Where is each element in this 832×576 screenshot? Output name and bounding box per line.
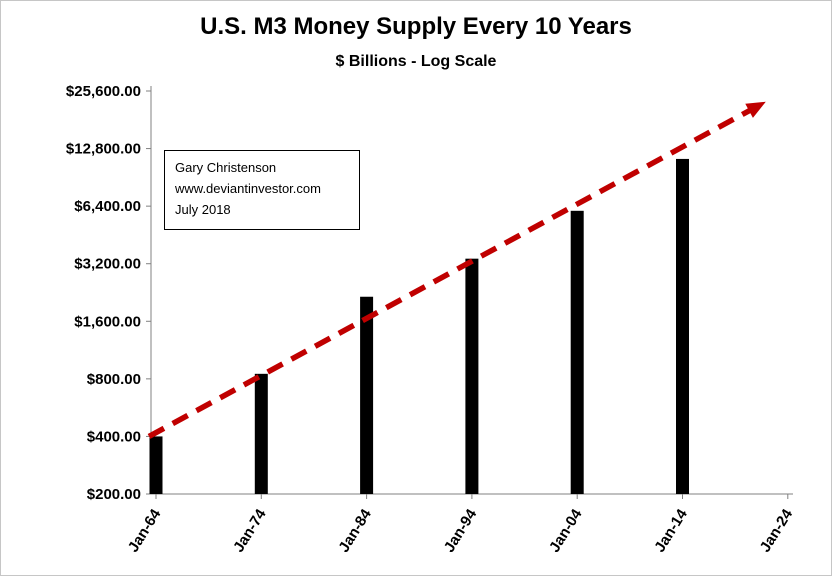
y-axis-tick-label: $25,600.00 [66,83,141,100]
bar-Jan-14 [676,158,689,494]
y-axis-tick-label: $1,600.00 [74,313,141,330]
y-axis-tick-label: $200.00 [87,486,141,503]
chart-subtitle: $ Billions - Log Scale [335,53,497,70]
x-axis-tick-label: Jan-64 [125,506,165,556]
bar-Jan-64 [149,436,163,494]
annotation-author: Gary Christenson [175,160,277,175]
annotation-box: Gary Christenson www.deviantinvestor.com… [164,150,360,231]
bar-Jan-94 [465,258,479,494]
trend-line [147,105,755,439]
y-axis-tick-label: $400.00 [87,428,141,445]
x-axis-tick-label: Jan-24 [757,506,797,556]
x-axis-tick-label: Jan-04 [546,506,586,556]
trend-arrowhead-icon [745,101,766,118]
y-axis-tick-label: $800.00 [87,371,141,388]
y-axis-tick-label: $6,400.00 [74,198,141,215]
annotation-website: www.deviantinvestor.com [175,180,321,196]
x-axis-tick-label: Jan-74 [230,506,270,556]
bar-Jan-84 [360,296,374,494]
x-axis-tick-label: Jan-94 [441,506,481,556]
x-axis-tick-label: Jan-84 [335,506,375,556]
y-axis-tick-label: $12,800.00 [66,141,141,158]
y-axis-tick-label: $3,200.00 [74,256,141,273]
chart-title: U.S. M3 Money Supply Every 10 Years [200,13,632,40]
annotation-date: July 2018 [175,201,231,217]
bar-Jan-04 [570,210,584,494]
bar-Jan-74 [254,373,268,494]
x-axis-tick-label: Jan-14 [651,506,691,556]
